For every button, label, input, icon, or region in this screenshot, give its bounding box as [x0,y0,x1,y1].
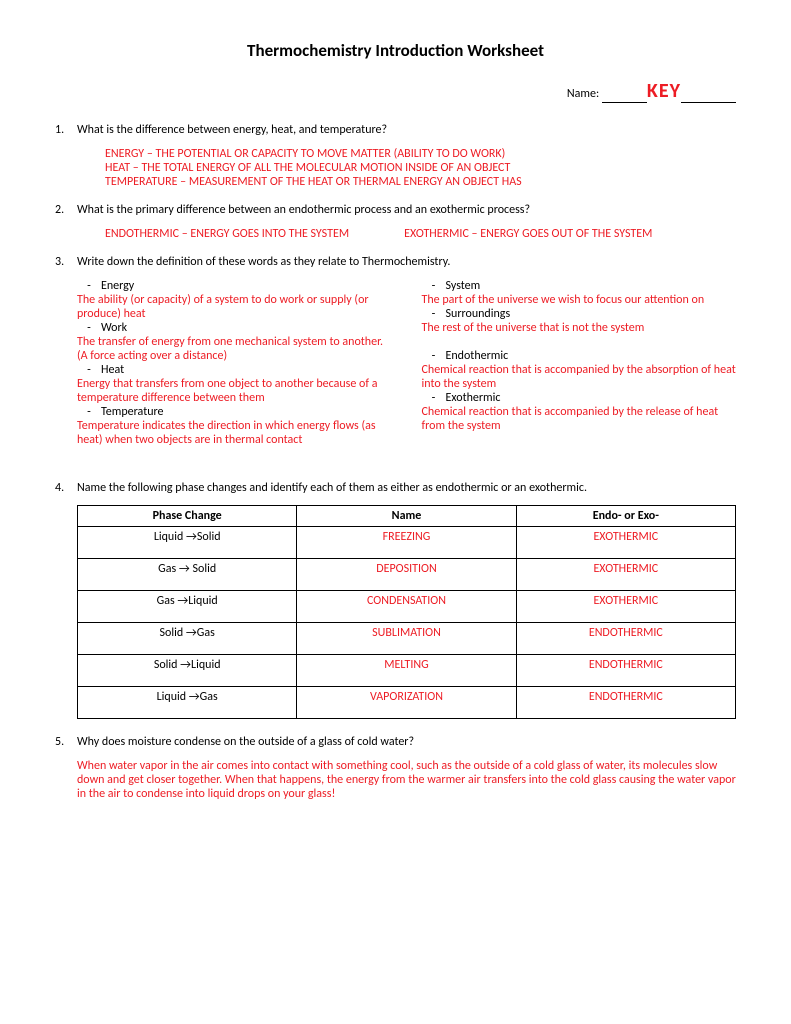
term-work: Work [101,321,127,335]
term-energy: Energy [101,279,134,293]
table-row: Solid →LiquidMELTINGENDOTHERMIC [78,655,736,687]
q2-exo: EXOTHERMIC – ENERGY GOES OUT OF THE SYST… [404,227,652,241]
q4-num: 4. [55,481,77,495]
q1-ans-line1: ENERGY – THE POTENTIAL OR CAPACITY TO MO… [105,147,736,161]
table-row: Solid →GasSUBLIMATIONENDOTHERMIC [78,623,736,655]
q1-num: 1. [55,123,77,137]
question-2: 2. What is the primary difference betwee… [55,203,736,241]
term-endothermic: Endothermic [446,349,509,363]
q2-num: 2. [55,203,77,217]
def-energy: The ability (or capacity) of a system to… [77,293,392,321]
table-row: Gas → SolidDEPOSITIONEXOTHERMIC [78,559,736,591]
cell-phase: Liquid →Gas [78,687,297,719]
term-system: System [446,279,481,293]
q5-num: 5. [55,735,77,749]
term-surroundings: Surroundings [446,307,511,321]
def-endothermic: Chemical reaction that is accompanied by… [422,363,737,391]
q1-ans-line3: TEMPERATURE – MEASUREMENT OF THE HEAT OR… [105,175,736,189]
th-type: Endo- or Exo- [516,506,735,527]
q2-endo: ENDOTHERMIC – ENERGY GOES INTO THE SYSTE… [105,227,349,241]
cell-type: EXOTHERMIC [516,527,735,559]
cell-type: ENDOTHERMIC [516,655,735,687]
cell-name: CONDENSATION [297,591,516,623]
name-label: Name: [567,87,599,101]
question-5: 5. Why does moisture condense on the out… [55,735,736,801]
th-name: Name [297,506,516,527]
q1-ans-line2: HEAT – THE TOTAL ENERGY OF ALL THE MOLEC… [105,161,736,175]
q4-text: Name the following phase changes and ide… [77,481,587,495]
question-1: 1. What is the difference between energy… [55,123,736,189]
cell-type: ENDOTHERMIC [516,687,735,719]
cell-name: DEPOSITION [297,559,516,591]
cell-name: SUBLIMATION [297,623,516,655]
q1-text: What is the difference between energy, h… [77,123,387,137]
q3-definitions: -Energy The ability (or capacity) of a s… [77,279,736,447]
cell-phase: Solid →Liquid [78,655,297,687]
def-exothermic: Chemical reaction that is accompanied by… [422,405,737,433]
term-temperature: Temperature [101,405,164,419]
question-3: 3. Write down the definition of these wo… [55,255,736,447]
q3-text: Write down the definition of these words… [77,255,450,269]
phase-change-table: Phase Change Name Endo- or Exo- Liquid →… [77,505,736,719]
table-row: Gas →LiquidCONDENSATIONEXOTHERMIC [78,591,736,623]
table-row: Liquid →GasVAPORIZATIONENDOTHERMIC [78,687,736,719]
name-field: Name: KEY [55,79,736,103]
q2-text: What is the primary difference between a… [77,203,530,217]
cell-phase: Liquid →Solid [78,527,297,559]
q1-answer: ENERGY – THE POTENTIAL OR CAPACITY TO MO… [77,147,736,189]
term-exothermic: Exothermic [446,391,501,405]
def-heat: Energy that transfers from one object to… [77,377,392,405]
q3-num: 3. [55,255,77,269]
cell-phase: Gas → Solid [78,559,297,591]
th-phase: Phase Change [78,506,297,527]
def-temperature: Temperature indicates the direction in w… [77,419,392,447]
table-row: Liquid →SolidFREEZINGEXOTHERMIC [78,527,736,559]
cell-type: EXOTHERMIC [516,559,735,591]
cell-type: ENDOTHERMIC [516,623,735,655]
key-text: KEY [647,79,681,103]
q5-text: Why does moisture condense on the outsid… [77,735,414,749]
cell-type: EXOTHERMIC [516,591,735,623]
cell-name: MELTING [297,655,516,687]
cell-phase: Solid →Gas [78,623,297,655]
q3-left-col: -Energy The ability (or capacity) of a s… [77,279,392,447]
cell-name: FREEZING [297,527,516,559]
question-4: 4. Name the following phase changes and … [55,481,736,719]
q2-answer: ENDOTHERMIC – ENERGY GOES INTO THE SYSTE… [77,227,736,241]
cell-name: VAPORIZATION [297,687,516,719]
q5-answer: When water vapor in the air comes into c… [77,759,736,801]
term-heat: Heat [101,363,124,377]
def-work: The transfer of energy from one mechanic… [77,335,392,363]
worksheet-title: Thermochemistry Introduction Worksheet [55,40,736,61]
def-system: The part of the universe we wish to focu… [422,293,737,307]
q3-right-col: -System The part of the universe we wish… [422,279,737,447]
cell-phase: Gas →Liquid [78,591,297,623]
def-surroundings: The rest of the universe that is not the… [422,321,737,335]
